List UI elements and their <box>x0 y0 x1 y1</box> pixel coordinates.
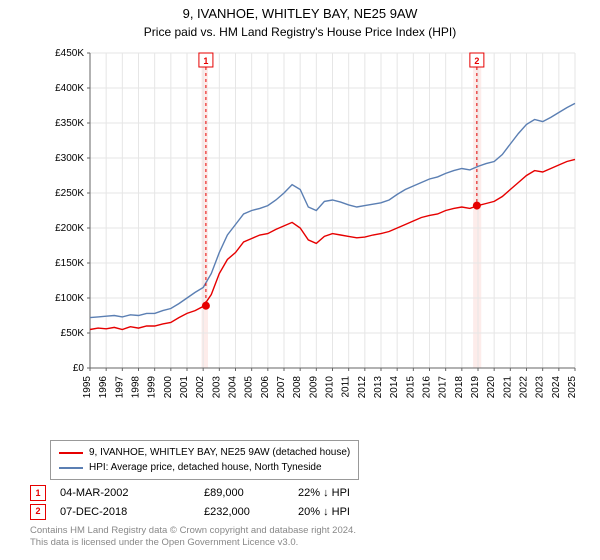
svg-text:£200K: £200K <box>55 223 84 234</box>
svg-text:2015: 2015 <box>405 376 416 399</box>
datapoint-date: 07-DEC-2018 <box>60 503 190 522</box>
svg-text:2007: 2007 <box>276 376 287 399</box>
svg-text:2008: 2008 <box>292 376 303 399</box>
svg-text:2017: 2017 <box>438 376 449 399</box>
svg-text:2018: 2018 <box>454 376 465 399</box>
svg-text:2013: 2013 <box>373 376 384 399</box>
svg-text:1997: 1997 <box>114 376 125 399</box>
datapoint-price: £232,000 <box>204 503 284 522</box>
svg-text:1: 1 <box>203 56 208 66</box>
legend-swatch-icon <box>59 467 83 469</box>
datapoint-row: 1 04-MAR-2002 £89,000 22% ↓ HPI <box>30 484 388 503</box>
chart-title: 9, IVANHOE, WHITLEY BAY, NE25 9AW <box>0 0 600 23</box>
svg-text:2009: 2009 <box>308 376 319 399</box>
datapoint-pct: 20% ↓ HPI <box>298 503 388 522</box>
svg-text:2011: 2011 <box>341 376 352 398</box>
svg-text:2003: 2003 <box>211 376 222 399</box>
svg-text:1996: 1996 <box>98 376 109 399</box>
svg-text:2020: 2020 <box>486 376 497 399</box>
svg-text:£0: £0 <box>73 363 85 374</box>
svg-text:2004: 2004 <box>228 376 239 399</box>
svg-text:2024: 2024 <box>551 376 562 399</box>
svg-text:£150K: £150K <box>55 258 84 269</box>
svg-text:2014: 2014 <box>389 376 400 399</box>
datapoint-price: £89,000 <box>204 484 284 503</box>
chart-plot-area: £0 £50K £100K £150K £200K £250K £300K £350K £400… <box>50 48 580 398</box>
chart-container: 9, IVANHOE, WHITLEY BAY, NE25 9AW Price … <box>0 0 600 560</box>
credits-line: Contains HM Land Registry data © Crown c… <box>30 525 356 537</box>
svg-text:2019: 2019 <box>470 376 481 399</box>
chart-subtitle: Price paid vs. HM Land Registry's House … <box>0 23 600 39</box>
svg-text:1995: 1995 <box>82 376 93 399</box>
svg-text:2012: 2012 <box>357 376 368 399</box>
legend-swatch-icon <box>59 452 83 454</box>
datapoint-pct: 22% ↓ HPI <box>298 484 388 503</box>
svg-text:1998: 1998 <box>131 376 142 399</box>
svg-text:£350K: £350K <box>55 118 84 129</box>
svg-text:£100K: £100K <box>55 293 84 304</box>
svg-text:2022: 2022 <box>519 376 530 399</box>
svg-text:2006: 2006 <box>260 376 271 399</box>
svg-text:2005: 2005 <box>244 376 255 399</box>
svg-text:2002: 2002 <box>195 376 206 399</box>
svg-text:£300K: £300K <box>55 153 84 164</box>
legend-item: 9, IVANHOE, WHITLEY BAY, NE25 9AW (detac… <box>59 445 350 460</box>
svg-text:2: 2 <box>474 56 479 66</box>
chart-svg: £0 £50K £100K £150K £200K £250K £300K £350K £400… <box>50 48 580 438</box>
datapoint-date: 04-MAR-2002 <box>60 484 190 503</box>
svg-text:2025: 2025 <box>567 376 578 399</box>
credits: Contains HM Land Registry data © Crown c… <box>30 525 356 550</box>
legend: 9, IVANHOE, WHITLEY BAY, NE25 9AW (detac… <box>50 440 359 480</box>
svg-text:2016: 2016 <box>422 376 433 399</box>
svg-text:£50K: £50K <box>61 328 85 339</box>
svg-text:2001: 2001 <box>179 376 190 399</box>
svg-text:£400K: £400K <box>55 83 84 94</box>
legend-label: 9, IVANHOE, WHITLEY BAY, NE25 9AW (detac… <box>89 445 350 460</box>
datapoint-row: 2 07-DEC-2018 £232,000 20% ↓ HPI <box>30 503 388 522</box>
legend-label: HPI: Average price, detached house, Nort… <box>89 460 322 475</box>
datapoint-marker-icon: 1 <box>30 485 46 501</box>
svg-text:2023: 2023 <box>535 376 546 399</box>
credits-line: This data is licensed under the Open Gov… <box>30 537 356 549</box>
svg-text:2010: 2010 <box>325 376 336 399</box>
datapoint-marker-icon: 2 <box>30 504 46 520</box>
svg-text:2021: 2021 <box>502 376 513 399</box>
svg-text:£250K: £250K <box>55 188 84 199</box>
svg-text:1999: 1999 <box>147 376 158 399</box>
datapoint-table: 1 04-MAR-2002 £89,000 22% ↓ HPI 2 07-DEC… <box>30 484 388 521</box>
svg-text:2000: 2000 <box>163 376 174 399</box>
svg-text:£450K: £450K <box>55 48 84 59</box>
legend-item: HPI: Average price, detached house, Nort… <box>59 460 350 475</box>
